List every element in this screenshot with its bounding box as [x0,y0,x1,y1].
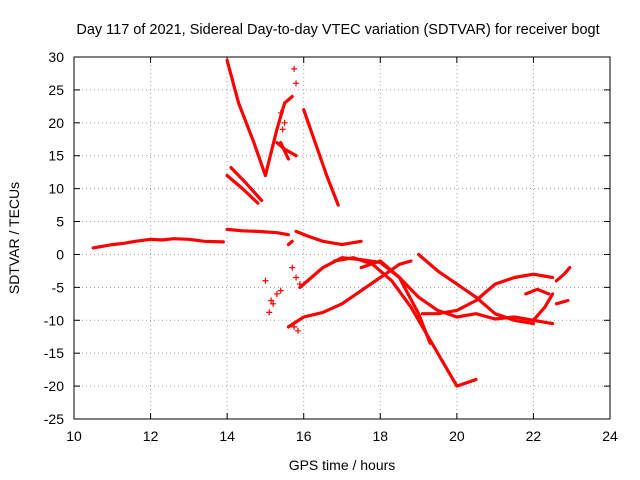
series-arc-h [294,229,363,247]
x-tick-label: 18 [372,428,388,444]
series-arc-c [225,173,260,205]
data-point [289,264,296,271]
data-point [296,281,303,288]
data-point [277,287,284,294]
data-point [291,323,298,330]
y-tick-label: -15 [44,345,64,361]
series-arc-r [524,287,551,296]
y-axis-label: SDTVAR / TECUs [6,182,22,294]
x-tick-label: 14 [219,428,235,444]
y-tick-label: 10 [48,181,64,197]
series-arc-o [531,292,555,322]
series-arc-p [554,266,572,283]
y-tick-label: 0 [56,246,64,262]
series-arc-f [302,108,340,207]
y-tick-label: 25 [48,82,64,98]
data-point [281,119,288,126]
y-tick-label: 5 [56,214,64,230]
data-point [279,126,286,133]
data-point [294,327,301,334]
data-point [293,274,300,281]
data-point [277,109,284,116]
data-point [262,277,269,284]
data-series [91,58,572,388]
y-tick-labels: -25 -20 -15 -10 -5 0 5 10 15 20 25 30 [44,49,64,427]
data-point [270,300,277,307]
series-arc-l [359,259,432,345]
chart-title: Day 117 of 2021, Sidereal Day-to-day VTE… [76,22,599,38]
y-tick-label: -20 [44,378,64,394]
x-tick-label: 10 [66,428,82,444]
y-tick-label: -25 [44,411,64,427]
data-point [266,309,273,316]
series-arc-a [225,227,290,237]
data-point [291,65,298,72]
data-point [268,297,275,304]
series-arc-q [554,298,570,306]
series-arc-s [275,141,298,158]
x-axis-label: GPS time / hours [289,457,396,473]
y-tick-label: 15 [48,148,64,164]
x-tick-label: 16 [296,428,312,444]
y-tick-label: 30 [48,49,64,65]
x-tick-label: 20 [449,428,465,444]
scatter-points [262,65,303,334]
gridlines [74,57,610,419]
data-point [273,290,280,297]
x-tick-labels: 10 12 14 16 18 20 22 24 [66,428,618,444]
series-arc-n [420,272,555,316]
data-point [293,80,300,87]
series-arc-t [286,239,294,247]
series-arc-m [417,252,536,326]
series-arc-k [332,256,478,388]
x-tick-label: 24 [602,428,618,444]
series-arc-d [229,166,264,203]
y-tick-label: -5 [52,279,65,295]
series-arc-b [225,58,267,178]
x-tick-label: 12 [143,428,159,444]
y-tick-label: -10 [44,312,64,328]
series-arc-i [286,259,413,329]
series-arc-morning [91,237,225,250]
plot-frame [73,56,611,420]
series-arc-e [263,94,294,178]
y-tick-label: 20 [48,115,64,131]
x-tick-label: 22 [526,428,542,444]
